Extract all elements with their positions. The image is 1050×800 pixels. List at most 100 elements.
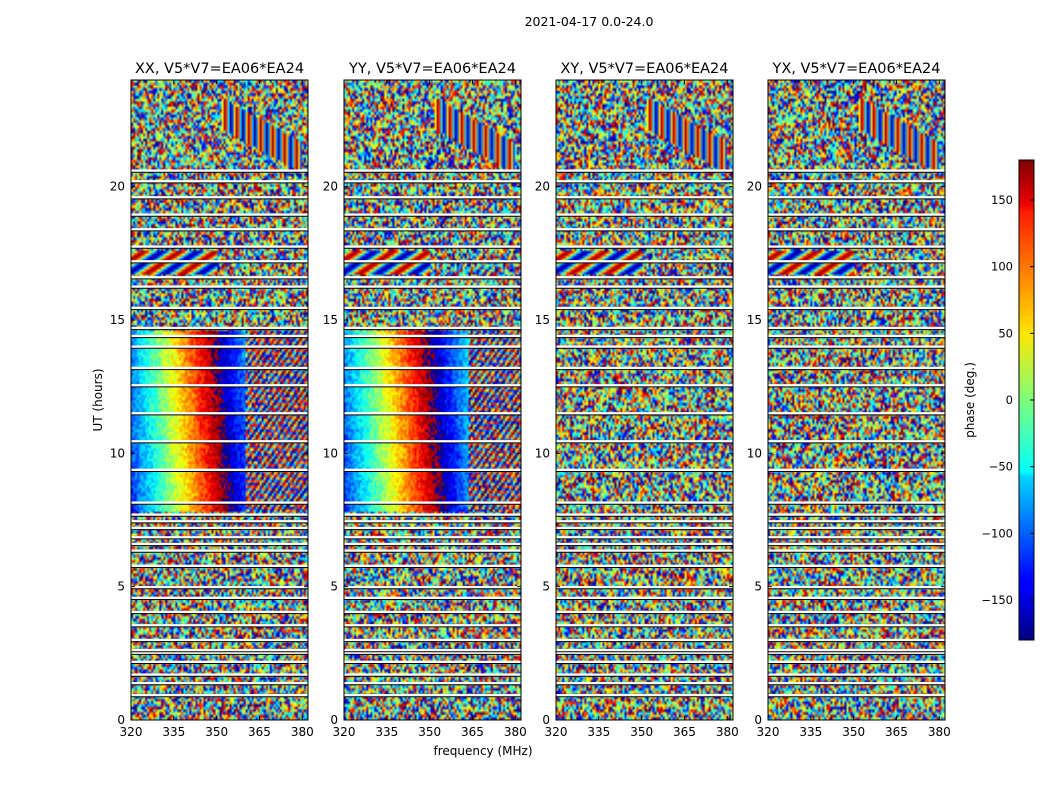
- flagged-row: [768, 228, 945, 231]
- flagged-row: [768, 468, 945, 472]
- panel-frame: [555, 79, 734, 721]
- flagged-row: [556, 169, 733, 173]
- x-tick-label: 380: [504, 725, 527, 739]
- flagged-row: [131, 260, 308, 263]
- flagged-row: [556, 345, 733, 349]
- flagged-row: [344, 285, 521, 289]
- flagged-row: [556, 245, 733, 249]
- flagged-row: [131, 673, 308, 677]
- x-tick-label: 335: [587, 725, 610, 739]
- panel-xx: XX, V5*V7=EA06*EA24 320 335 350 365 380 0 5 10 15…: [110, 61, 314, 739]
- x-tick-label: 350: [842, 725, 865, 739]
- flagged-row: [131, 334, 308, 338]
- flagged-row: [131, 536, 308, 539]
- x-tick-label: 335: [375, 725, 398, 739]
- flagged-row: [768, 564, 945, 568]
- panel-xy: XY, V5*V7=EA06*EA24 320 335 350 365 380 0 5 10 15…: [535, 61, 739, 739]
- flagged-row: [131, 245, 308, 249]
- flagged-row: [344, 245, 521, 249]
- x-axis-label: frequency (MHz): [433, 744, 532, 758]
- flagged-row: [344, 682, 521, 685]
- flagged-row: [556, 673, 733, 677]
- flagged-row: [131, 384, 308, 387]
- flagged-row: [556, 520, 733, 523]
- y-tick-label: 10: [323, 446, 338, 460]
- x-tick-label: 335: [162, 725, 185, 739]
- heatmap-image: [768, 80, 945, 720]
- flagged-row: [131, 228, 308, 231]
- flagged-row: [344, 542, 521, 546]
- flagged-row: [131, 440, 308, 443]
- y-tick-label: 15: [110, 313, 125, 327]
- flagged-row: [556, 501, 733, 505]
- flagged-row: [768, 660, 945, 664]
- flagged-row: [768, 412, 945, 415]
- x-tick-label: 350: [205, 725, 228, 739]
- flagged-row: [768, 651, 945, 655]
- flagged-row: [768, 285, 945, 289]
- flagged-row: [556, 526, 733, 530]
- flagged-row: [131, 564, 308, 568]
- flagged-row: [556, 564, 733, 568]
- flagged-row: [768, 260, 945, 263]
- flagged-row: [344, 536, 521, 539]
- colorbar-tick-label: 50: [998, 326, 1013, 340]
- flagged-row: [556, 682, 733, 685]
- flagged-row: [131, 468, 308, 472]
- flagged-row: [768, 586, 945, 589]
- flagged-row: [556, 366, 733, 370]
- y-tick-label: 10: [535, 446, 550, 460]
- flagged-row: [556, 694, 733, 697]
- flagged-row: [556, 651, 733, 655]
- flagged-row: [768, 326, 945, 330]
- y-tick-label: 10: [747, 446, 762, 460]
- flagged-row: [556, 542, 733, 546]
- flagged-row: [344, 586, 521, 589]
- flagged-row: [556, 586, 733, 589]
- flagged-row: [131, 501, 308, 505]
- flagged-row: [131, 196, 308, 199]
- flagged-row: [556, 536, 733, 539]
- panel-frame: [343, 79, 522, 721]
- flagged-row: [344, 326, 521, 330]
- flagged-row: [131, 648, 308, 652]
- y-axis-label: UT (hours): [91, 368, 105, 431]
- panels-layer: XX, V5*V7=EA06*EA24 320 335 350 365 380 0 5 10 15…: [110, 61, 951, 739]
- flagged-row: [131, 213, 308, 217]
- flagged-row: [556, 334, 733, 338]
- y-tick-label: 0: [330, 713, 338, 727]
- flagged-row: [344, 564, 521, 568]
- x-tick-label: 380: [716, 725, 739, 739]
- y-tick-label: 0: [117, 713, 125, 727]
- flagged-row: [768, 513, 945, 517]
- flagged-row: [344, 526, 521, 530]
- flagged-row: [556, 326, 733, 330]
- y-tick-label: 10: [110, 446, 125, 460]
- flagged-row: [768, 638, 945, 642]
- flagged-row: [344, 513, 521, 517]
- x-tick-label: 350: [418, 725, 441, 739]
- flagged-row: [768, 245, 945, 249]
- flagged-row: [768, 306, 945, 310]
- flagged-row: [768, 180, 945, 183]
- flagged-row: [344, 169, 521, 173]
- flagged-row: [131, 513, 308, 517]
- flagged-row: [768, 440, 945, 443]
- panel-title: XY, V5*V7=EA06*EA24: [560, 61, 728, 77]
- flagged-row: [344, 306, 521, 310]
- panel-title: XX, V5*V7=EA06*EA24: [135, 61, 304, 77]
- flagged-row: [131, 660, 308, 664]
- flagged-row: [344, 468, 521, 472]
- flagged-row: [344, 624, 521, 627]
- flagged-row: [131, 610, 308, 614]
- y-tick-label: 15: [323, 313, 338, 327]
- flagged-row: [556, 468, 733, 472]
- y-tick-label: 5: [117, 580, 125, 594]
- heatmap-image: [556, 80, 733, 720]
- flagged-row: [131, 526, 308, 530]
- flagged-row: [768, 196, 945, 199]
- flagged-row: [131, 542, 308, 546]
- flagged-row: [768, 213, 945, 217]
- x-tick-label: 350: [630, 725, 653, 739]
- flagged-row: [344, 196, 521, 199]
